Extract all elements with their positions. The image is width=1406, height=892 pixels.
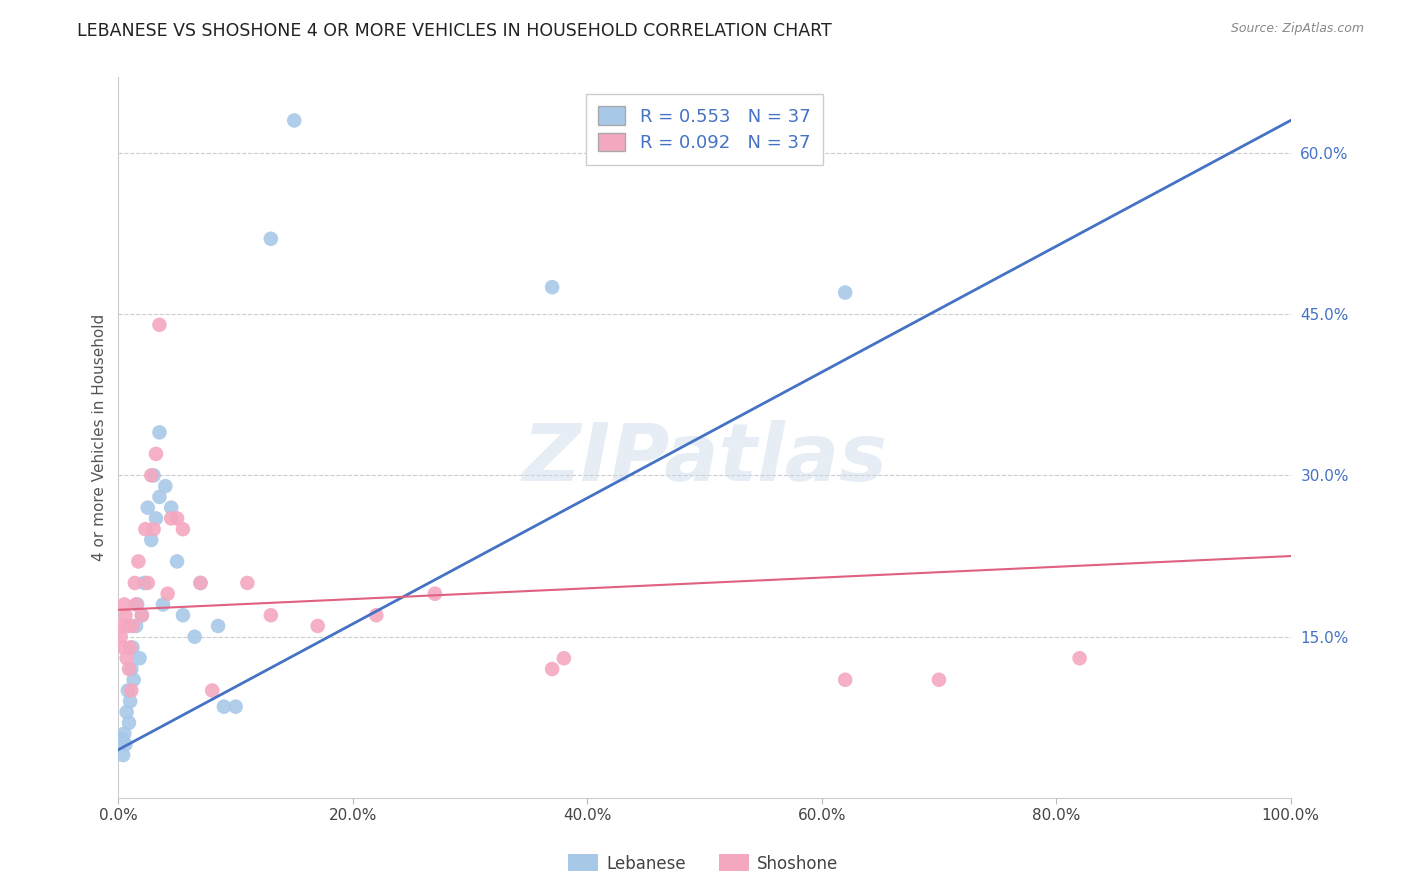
Point (260, 608, 283, 623)
Point (127, 598, 149, 612)
Point (110, 630, 132, 644)
Point (212, 699, 235, 714)
Point (166, 554, 188, 568)
Point (112, 726, 135, 740)
Point (112, 598, 135, 612)
Point (152, 598, 174, 612)
Point (190, 576, 212, 591)
Point (236, 576, 259, 591)
Point (148, 425, 170, 440)
Point (134, 522, 156, 536)
Point (1069, 651, 1091, 665)
Point (111, 619, 134, 633)
Point (115, 705, 138, 719)
Point (156, 587, 179, 601)
Point (141, 468, 163, 483)
Point (136, 500, 159, 515)
Point (111, 731, 134, 746)
Point (172, 522, 194, 536)
Point (112, 640, 135, 655)
Point (114, 737, 136, 751)
Y-axis label: 4 or more Vehicles in Household: 4 or more Vehicles in Household (93, 314, 107, 561)
Point (118, 662, 141, 676)
Point (131, 608, 153, 623)
Point (834, 285, 856, 300)
Point (190, 576, 212, 591)
Point (541, 280, 564, 294)
Point (166, 511, 188, 525)
Point (115, 651, 138, 665)
Point (121, 619, 143, 633)
Point (160, 500, 183, 515)
Point (120, 640, 142, 655)
Point (125, 598, 148, 612)
Point (201, 683, 224, 698)
Point (118, 715, 141, 730)
Legend: R = 0.553   N = 37, R = 0.092   N = 37: R = 0.553 N = 37, R = 0.092 N = 37 (586, 94, 824, 165)
Point (283, 113, 305, 128)
Point (112, 747, 135, 762)
Point (122, 673, 145, 687)
Point (142, 468, 165, 483)
Point (155, 479, 177, 493)
Point (260, 232, 283, 246)
Point (131, 608, 153, 623)
Legend: Lebanese, Shoshone: Lebanese, Shoshone (561, 847, 845, 880)
Point (148, 318, 170, 332)
Point (127, 554, 149, 568)
Point (693, 108, 716, 122)
Point (120, 683, 142, 698)
Point (124, 576, 146, 591)
Point (172, 608, 194, 623)
Text: Source: ZipAtlas.com: Source: ZipAtlas.com (1230, 22, 1364, 36)
Point (541, 662, 564, 676)
Text: ZIPatlas: ZIPatlas (522, 420, 887, 499)
Point (225, 699, 247, 714)
Point (120, 694, 142, 708)
Point (145, 511, 167, 525)
Point (125, 619, 148, 633)
Point (553, 651, 575, 665)
Point (160, 511, 183, 525)
Point (307, 619, 329, 633)
Point (928, 673, 950, 687)
Point (120, 662, 142, 676)
Point (183, 630, 205, 644)
Point (117, 619, 139, 633)
Point (207, 619, 229, 633)
Point (145, 447, 167, 461)
Point (117, 683, 139, 698)
Point (148, 490, 170, 504)
Point (366, 608, 388, 623)
Point (142, 522, 165, 536)
Point (128, 651, 150, 665)
Point (423, 587, 446, 601)
Point (834, 673, 856, 687)
Point (141, 533, 163, 547)
Point (114, 608, 136, 623)
Point (134, 576, 156, 591)
Text: LEBANESE VS SHOSHONE 4 OR MORE VEHICLES IN HOUSEHOLD CORRELATION CHART: LEBANESE VS SHOSHONE 4 OR MORE VEHICLES … (77, 22, 832, 40)
Point (121, 640, 143, 655)
Point (136, 576, 159, 591)
